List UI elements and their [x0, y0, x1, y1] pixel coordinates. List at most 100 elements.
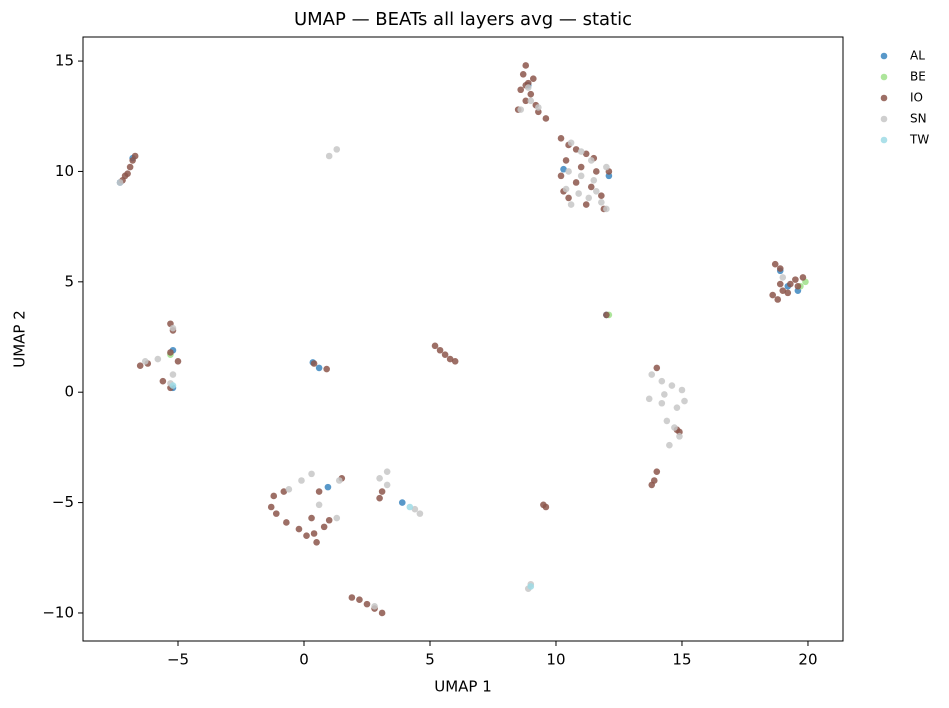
point	[519, 71, 527, 78]
x-tick-label: 5	[425, 651, 435, 669]
point	[517, 106, 525, 113]
point	[159, 377, 167, 385]
point	[577, 148, 585, 155]
point	[416, 510, 424, 517]
plot-frame	[82, 36, 844, 642]
point	[557, 172, 565, 180]
y-tick-label: 15	[55, 52, 74, 70]
y-axis-label: UMAP 2	[11, 310, 29, 368]
point	[441, 351, 449, 358]
point	[333, 146, 341, 153]
y-tick-label: 5	[64, 272, 74, 290]
point	[527, 583, 535, 590]
point	[575, 190, 582, 197]
point	[280, 488, 288, 495]
point	[363, 600, 371, 608]
point	[542, 115, 550, 122]
point	[648, 481, 656, 489]
point	[411, 505, 419, 513]
point	[371, 603, 378, 610]
point	[383, 468, 391, 475]
point	[348, 594, 356, 601]
point	[666, 441, 673, 449]
point	[169, 324, 177, 332]
point	[378, 609, 386, 617]
legend-label: IO	[910, 91, 923, 105]
point	[671, 424, 678, 431]
point	[598, 192, 605, 200]
point	[678, 386, 686, 394]
x-tick-label: −5	[167, 651, 189, 669]
point	[267, 503, 275, 511]
point	[593, 168, 600, 175]
point	[582, 201, 590, 208]
point	[398, 499, 406, 506]
point	[169, 371, 177, 378]
point	[451, 357, 459, 365]
y-tick-label: −5	[52, 493, 74, 511]
point	[771, 260, 779, 268]
point	[779, 274, 787, 281]
point	[323, 365, 330, 373]
point	[315, 488, 323, 495]
point	[587, 157, 595, 164]
point	[794, 282, 802, 290]
point	[324, 483, 332, 491]
point	[603, 311, 610, 319]
point	[799, 274, 807, 281]
legend-marker	[880, 73, 888, 81]
point	[590, 176, 598, 184]
point	[663, 417, 671, 425]
point	[136, 362, 144, 370]
point	[320, 523, 328, 531]
point	[535, 104, 542, 111]
point	[126, 163, 134, 171]
point	[562, 185, 570, 193]
point	[436, 346, 444, 354]
point	[582, 150, 590, 158]
legend-marker	[880, 115, 888, 123]
point	[577, 163, 585, 171]
point	[315, 501, 323, 509]
point	[524, 84, 532, 91]
point	[792, 276, 799, 283]
point	[313, 539, 320, 546]
point	[295, 525, 303, 533]
x-tick-label: 0	[299, 651, 309, 669]
point	[530, 75, 537, 83]
legend-marker	[880, 136, 888, 144]
point	[542, 503, 550, 511]
point	[298, 477, 305, 484]
point	[383, 481, 391, 489]
point	[285, 486, 293, 493]
point	[376, 474, 383, 482]
point	[167, 349, 174, 356]
point	[431, 342, 439, 350]
point	[308, 514, 315, 522]
point	[121, 172, 129, 180]
point	[668, 382, 676, 389]
point	[587, 183, 595, 191]
point	[325, 516, 333, 524]
point	[572, 146, 580, 153]
point	[779, 287, 787, 294]
legend-label: SN	[910, 112, 927, 126]
point	[333, 514, 341, 522]
chart-title: UMAP — BEATs all layers avg — static	[294, 9, 632, 30]
point	[446, 355, 454, 363]
point	[406, 503, 414, 511]
point	[522, 62, 530, 69]
legend-label: BE	[910, 70, 926, 84]
point	[310, 530, 318, 537]
point	[567, 201, 575, 208]
point	[565, 194, 572, 202]
point	[557, 135, 565, 142]
point	[310, 360, 318, 367]
x-axis-label: UMAP 1	[434, 678, 492, 696]
y-tick-label: −10	[42, 603, 74, 621]
point	[283, 519, 290, 526]
legend-label: TW	[909, 133, 929, 147]
point	[585, 194, 593, 202]
